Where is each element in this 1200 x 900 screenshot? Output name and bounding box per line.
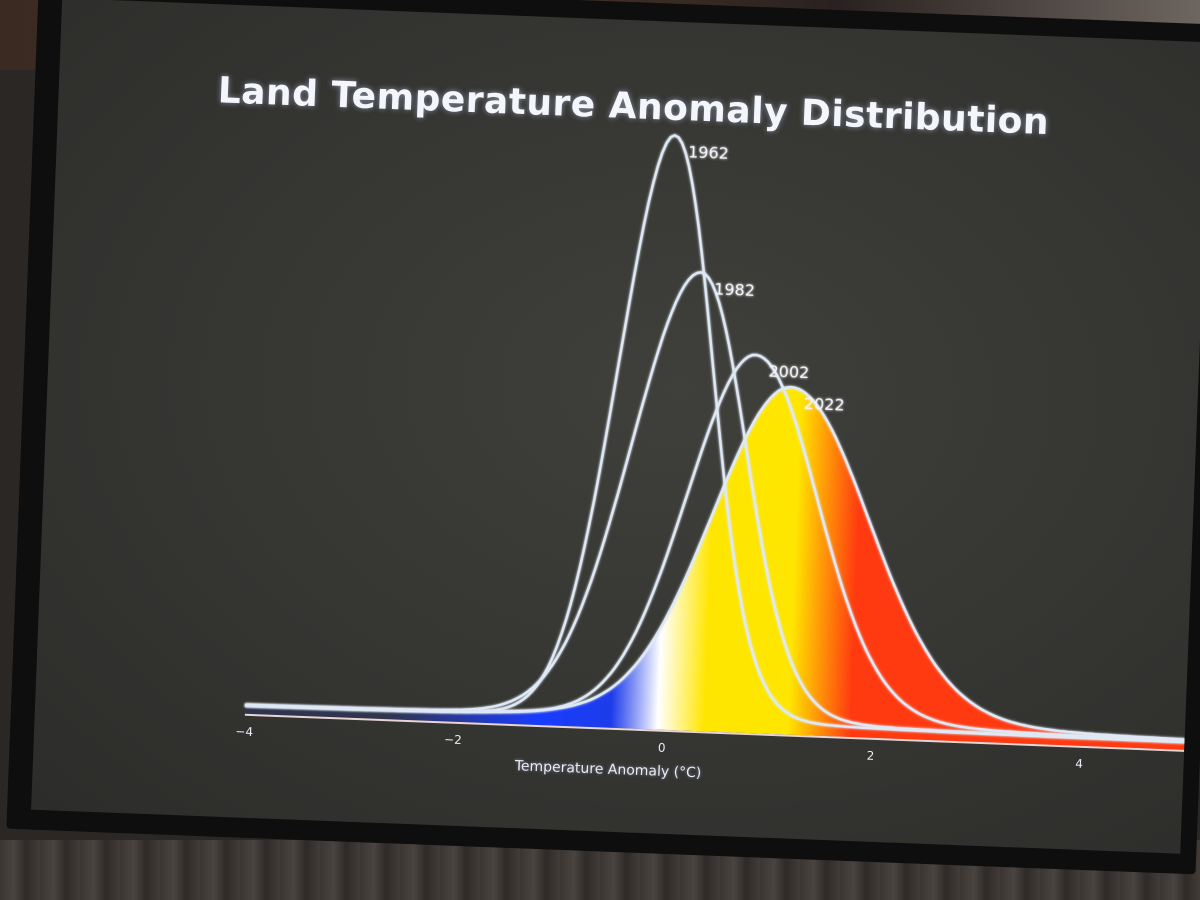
x-axis: −4 −2 0 2 4	[235, 713, 1185, 771]
distribution-chart: −4 −2 0 2 4 1962 1982 2002 2022	[235, 104, 1185, 771]
filled-series	[244, 387, 1185, 750]
x-tick-label: 2	[866, 749, 874, 763]
series-labels: 1962 1982 2002 2022	[688, 142, 845, 415]
series-label-2022: 2022	[804, 394, 845, 415]
grid-line--4	[244, 136, 268, 714]
x-tick-label: −2	[444, 732, 462, 747]
series-label-1982: 1982	[714, 279, 755, 300]
grid-line-4	[1078, 128, 1105, 746]
grid-line--2	[452, 104, 479, 722]
series-lines	[245, 134, 1185, 744]
slide: Land Temperature Anomaly Distribution	[31, 0, 1200, 854]
series-label-1962: 1962	[688, 142, 729, 163]
x-tick-label: 0	[658, 741, 666, 755]
series-label-2002: 2002	[768, 362, 809, 383]
series-line-2022	[245, 385, 1185, 741]
x-tick-label: −4	[235, 724, 253, 739]
series-fill-2022	[244, 387, 1185, 750]
x-axis-baseline	[244, 713, 1185, 752]
projection-screen: Land Temperature Anomaly Distribution	[6, 0, 1200, 875]
x-tick-label: 4	[1075, 757, 1083, 771]
